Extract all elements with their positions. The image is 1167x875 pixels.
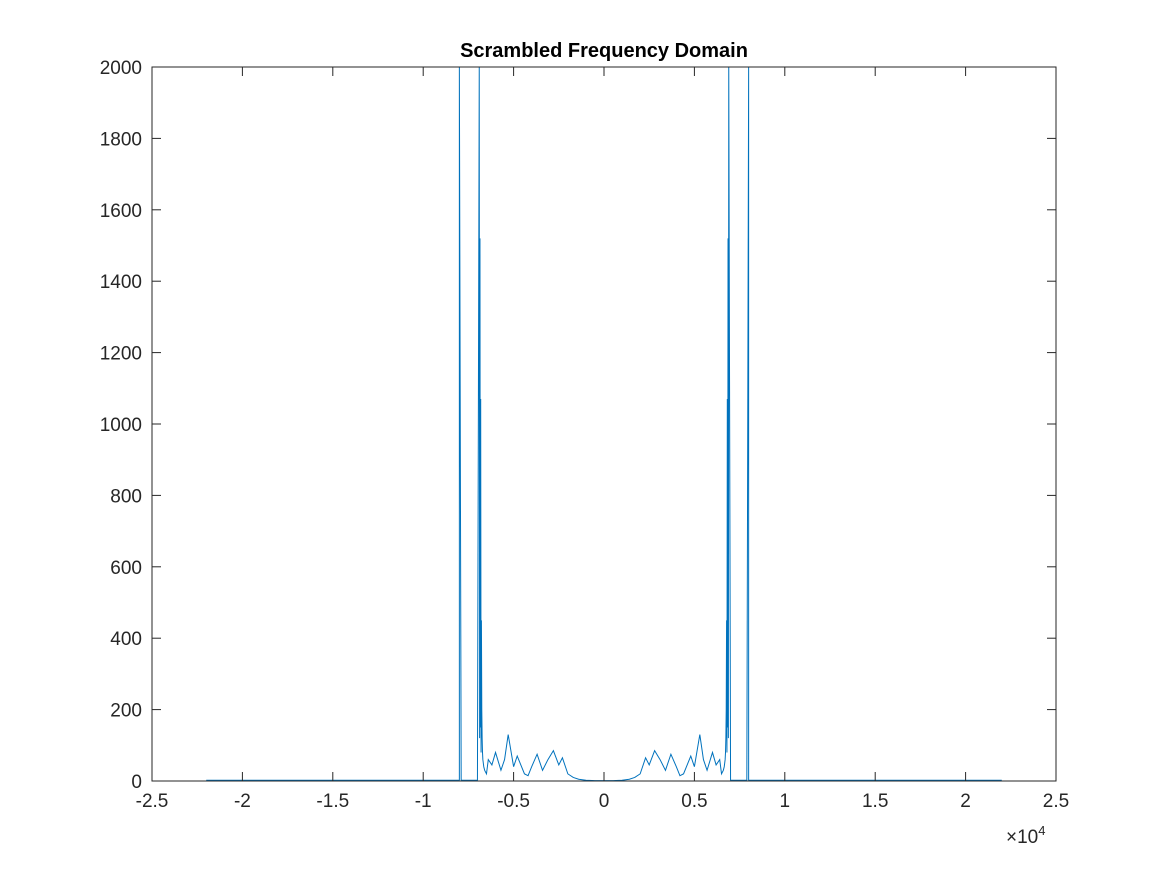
y-tick-label: 1600 <box>100 201 142 222</box>
x-tick-label: 1.5 <box>862 791 888 812</box>
x-tick-label: 1 <box>780 791 791 812</box>
chart-title: Scrambled Frequency Domain <box>460 40 748 62</box>
axes-box <box>151 66 1057 782</box>
y-axis: 0 200 400 600 800 1000 1200 1400 1600 1800 2000 <box>100 58 1056 793</box>
y-tick-label: 800 <box>110 486 142 507</box>
x-tick-label: -1.5 <box>316 791 349 812</box>
x-tick-label: 0 <box>599 791 610 812</box>
y-tick-label: 1200 <box>100 344 142 365</box>
y-tick-label: 600 <box>110 558 142 579</box>
exponent-power: 4 <box>1038 823 1045 838</box>
y-tick-label: 200 <box>110 701 142 722</box>
x-tick-label: 2.5 <box>1043 791 1069 812</box>
y-tick-label: 0 <box>131 772 142 793</box>
x-axis: -2.5 -2 -1.5 -1 -0.5 0 0.5 1 1.5 2 2.5 <box>136 67 1069 812</box>
x-tick-label: -2.5 <box>136 791 169 812</box>
exponent-base: ×10 <box>1006 827 1038 848</box>
x-tick-label: 0.5 <box>681 791 707 812</box>
data-layer <box>206 66 1002 782</box>
x-tick-label: -0.5 <box>497 791 530 812</box>
series-line-0 <box>206 66 1002 782</box>
x-tick-label: -2 <box>234 791 251 812</box>
y-tick-label: 1400 <box>100 272 142 293</box>
x-tick-label: -1 <box>415 791 432 812</box>
svg-text:×104: ×104 <box>1006 823 1045 848</box>
x-tick-label: 2 <box>960 791 971 812</box>
y-tick-label: 400 <box>110 629 142 650</box>
y-tick-label: 2000 <box>100 58 142 79</box>
y-tick-label: 1800 <box>100 129 142 150</box>
x-exponent-label: ×104 <box>1006 823 1045 848</box>
y-tick-label: 1000 <box>100 415 142 436</box>
